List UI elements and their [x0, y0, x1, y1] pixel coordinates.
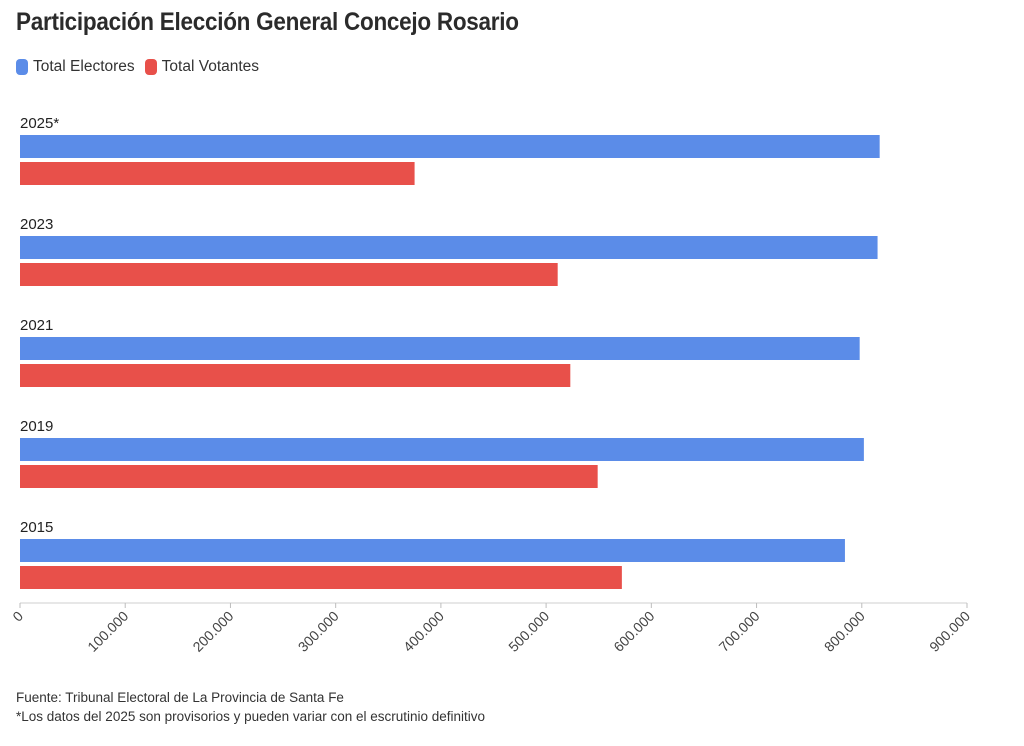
bar-electores: [20, 236, 878, 259]
bar-chart: 2025* 2023 2021 2019 2015 0 100.000 200.000 300.…: [9, 115, 973, 655]
bar-votantes: [20, 465, 598, 488]
legend-swatch-electores: [16, 59, 28, 75]
bar-votantes: [20, 566, 622, 589]
category-label: 2019: [20, 418, 53, 435]
bar-electores: [20, 438, 864, 461]
x-tick-label: 200.000: [189, 608, 236, 655]
x-tick-label: 100.000: [84, 608, 131, 655]
footer: Fuente: Tribunal Electoral de La Provinc…: [16, 688, 485, 726]
legend-swatch-votantes: [144, 59, 157, 75]
x-tick-label: 800.000: [821, 608, 868, 655]
x-tick-label: 600.000: [610, 608, 657, 655]
x-tick-label: 500.000: [505, 608, 552, 655]
category-label: 2025*: [20, 115, 59, 132]
x-tick-label: 900.000: [926, 608, 973, 655]
legend-item-electores[interactable]: Total Electores: [16, 58, 135, 76]
provisional-note: *Los datos del 2025 son provisorios y pu…: [16, 709, 486, 724]
x-tick-label: 300.000: [295, 608, 342, 655]
chart-title: Participación Elección General Concejo R…: [16, 8, 519, 36]
x-tick-label: 700.000: [716, 608, 763, 655]
legend-item-votantes[interactable]: Total Votantes: [144, 58, 260, 76]
category-label: 2015: [20, 519, 53, 536]
category-label: 2021: [20, 317, 53, 334]
bar-votantes: [20, 263, 558, 286]
bar-votantes: [20, 162, 415, 185]
legend-label-votantes: Total Votantes: [161, 58, 260, 75]
bar-electores: [20, 539, 845, 562]
bar-votantes: [20, 364, 571, 387]
bar-electores: [20, 135, 880, 158]
legend: Total Electores Total Votantes: [16, 58, 269, 76]
legend-label-electores: Total Electores: [33, 58, 135, 75]
x-tick-label: 0: [9, 608, 26, 625]
source-note: Fuente: Tribunal Electoral de La Provinc…: [16, 690, 344, 705]
category-label: 2023: [20, 216, 53, 233]
bar-electores: [20, 337, 860, 360]
x-tick-label: 400.000: [400, 608, 447, 655]
